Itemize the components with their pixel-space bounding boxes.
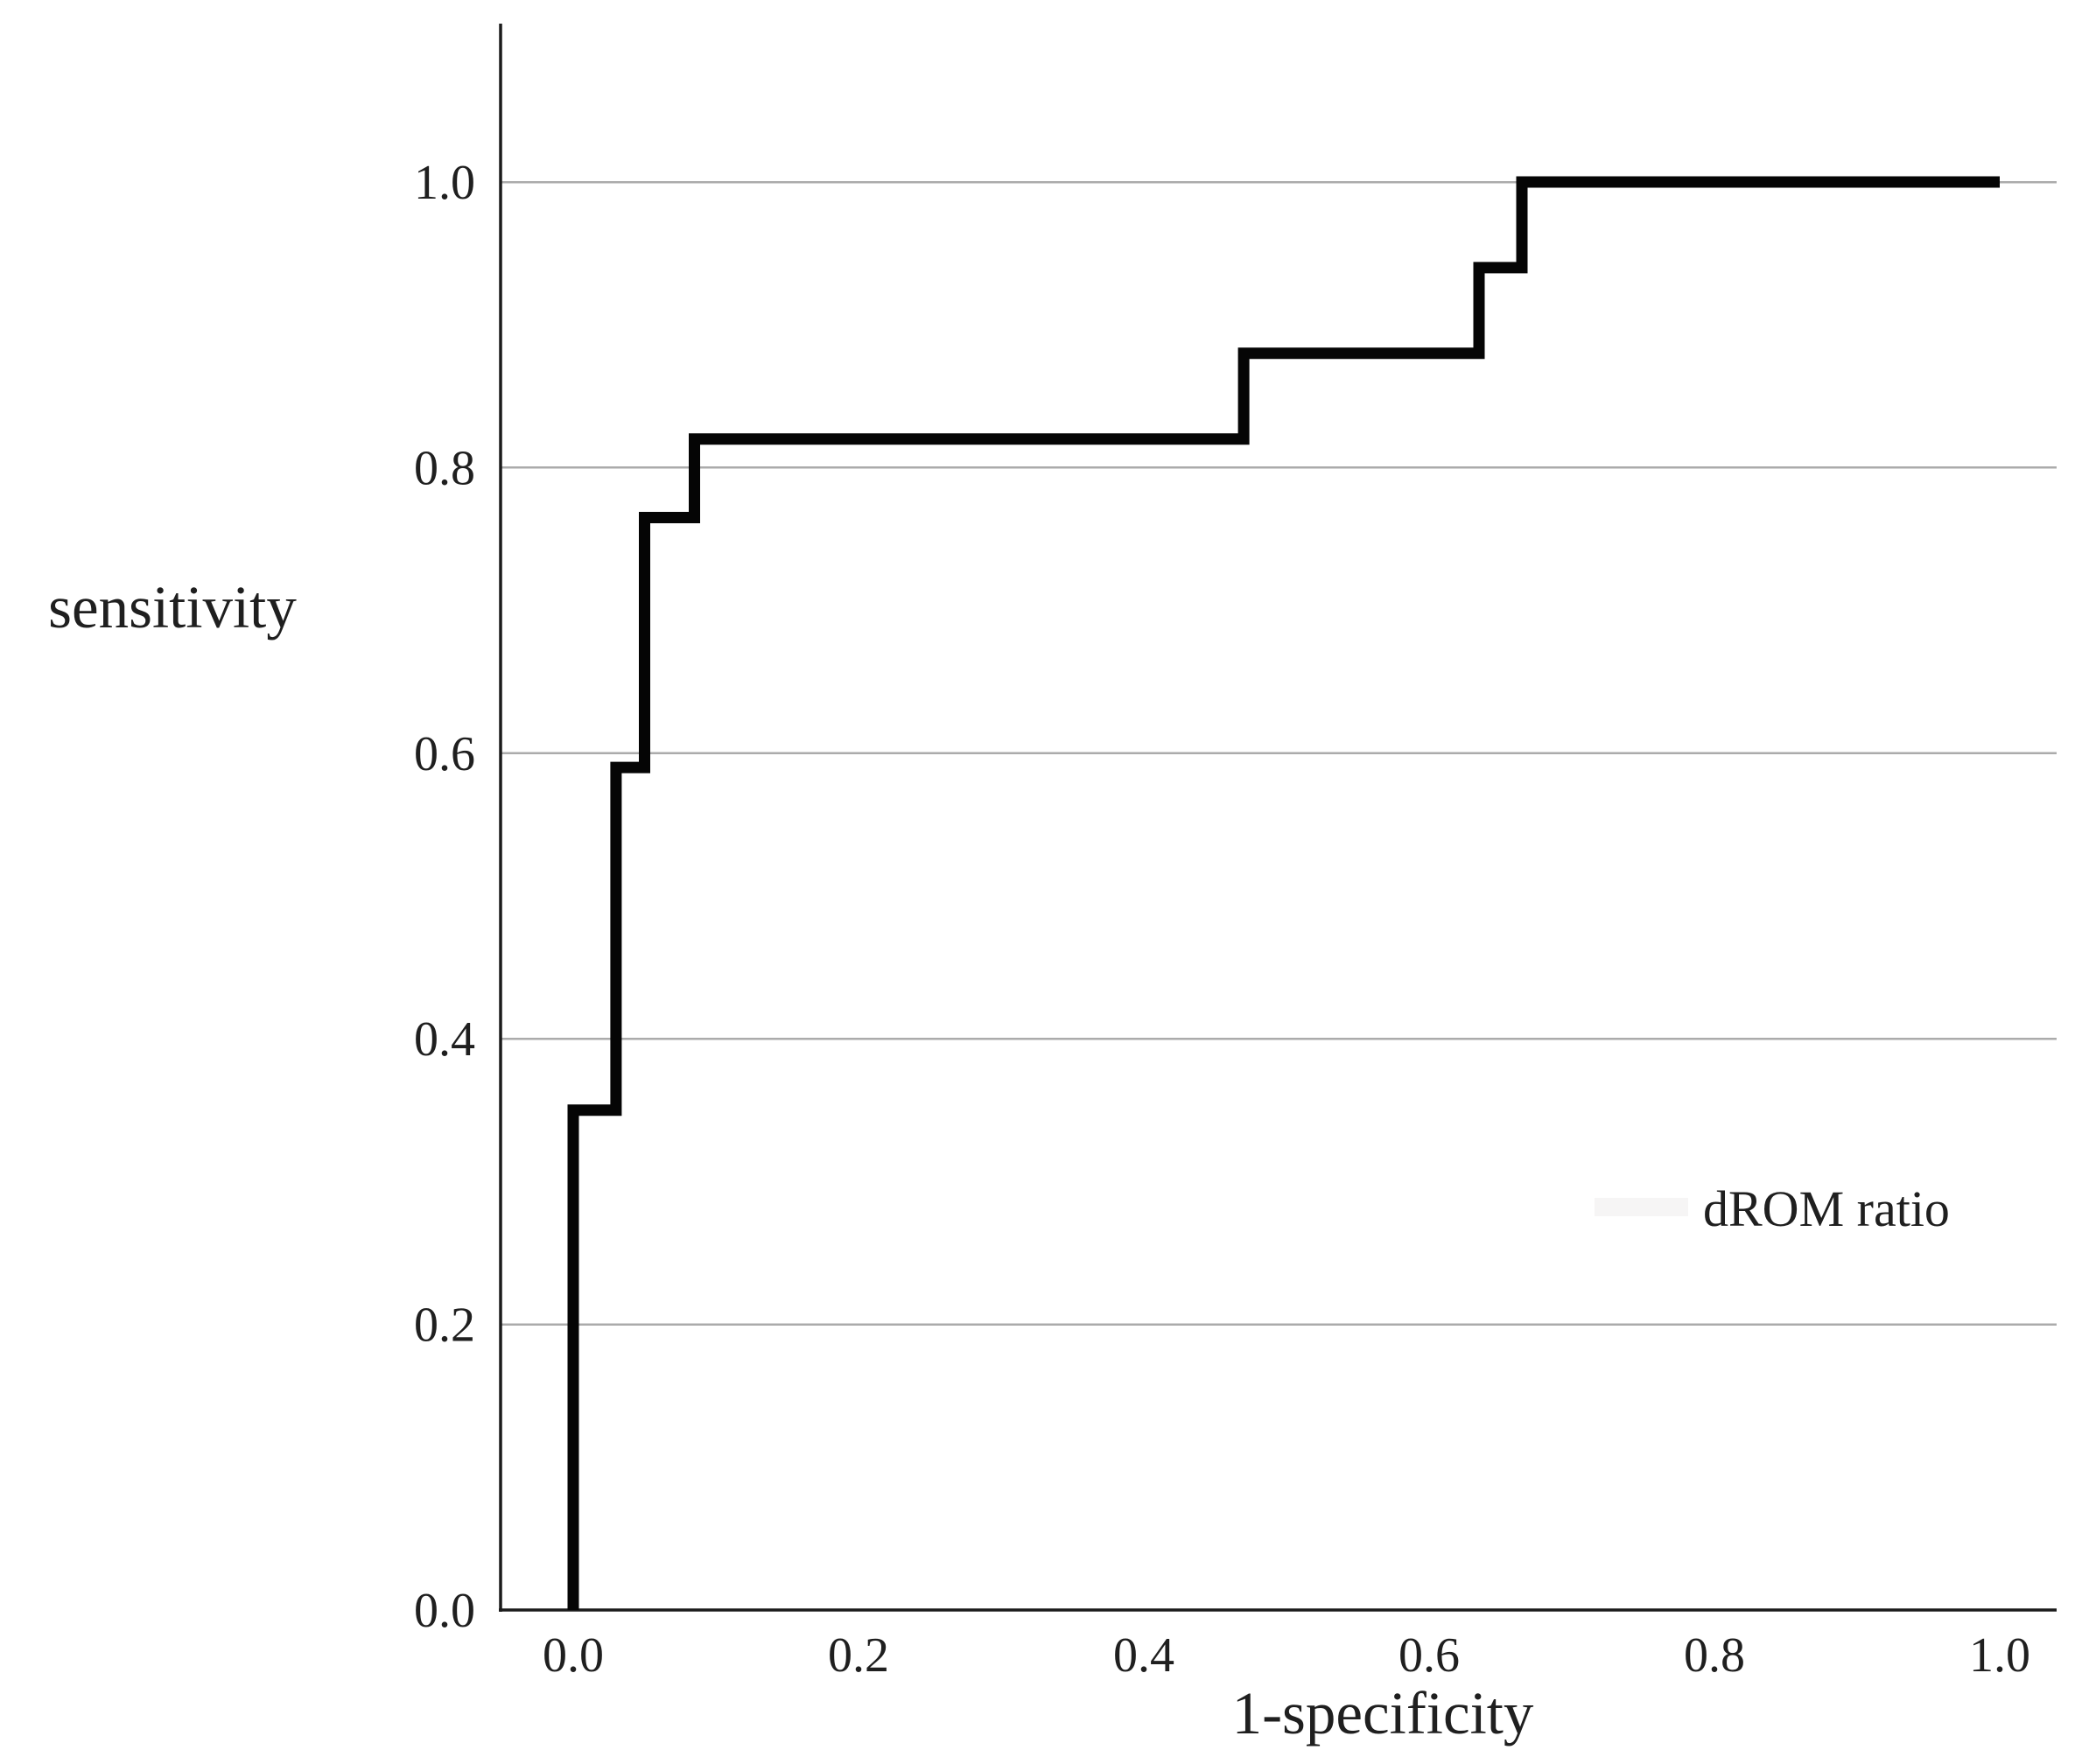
legend-label: dROM ratio [1703, 1180, 1950, 1237]
y-tick-label: 0.0 [414, 1584, 475, 1638]
legend-line-swatch [1595, 1198, 1688, 1216]
y-axis-title: sensitivity [48, 574, 297, 640]
x-tick-label: 0.2 [828, 1628, 889, 1683]
gridlines [501, 180, 2057, 1326]
x-axis-title: 1-specificity [1232, 1680, 1534, 1746]
y-tick-labels: 0.0 0.2 0.4 0.6 0.8 1.0 [414, 156, 475, 1638]
legend: dROM ratio [1595, 1180, 1950, 1237]
x-tick-label: 0.0 [543, 1628, 604, 1683]
x-tick-labels: 0.0 0.2 0.4 0.6 0.8 1.0 [543, 1628, 2030, 1683]
x-tick-label: 0.8 [1684, 1628, 1745, 1683]
y-tick-label: 0.8 [414, 441, 475, 495]
x-tick-label: 0.6 [1399, 1628, 1460, 1683]
y-tick-label: 0.2 [414, 1298, 475, 1353]
axes [499, 24, 2057, 1612]
y-tick-label: 1.0 [414, 156, 475, 210]
roc-curve [567, 176, 2000, 1610]
y-tick-label: 0.6 [414, 727, 475, 781]
y-tick-label: 0.4 [414, 1012, 475, 1067]
x-tick-label: 0.4 [1113, 1628, 1174, 1683]
x-tick-label: 1.0 [1969, 1628, 2030, 1683]
